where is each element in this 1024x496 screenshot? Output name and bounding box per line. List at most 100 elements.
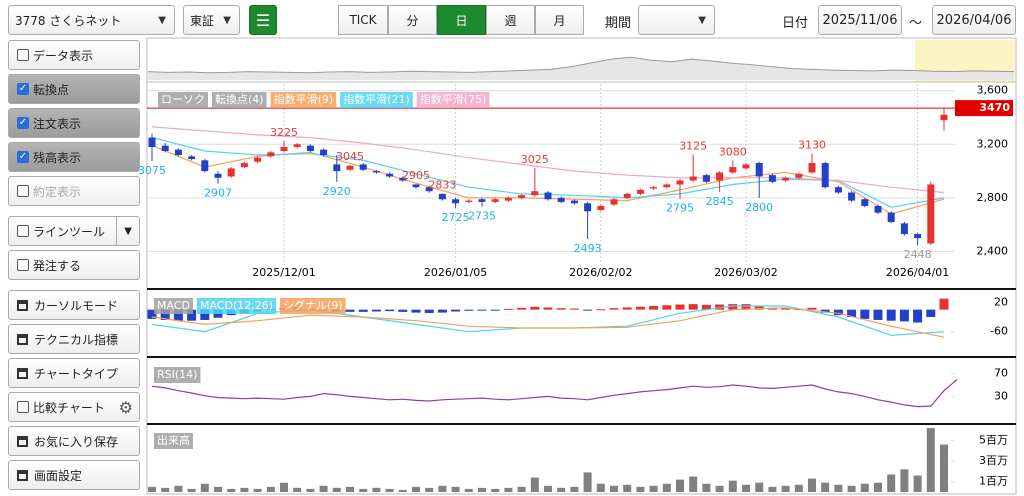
button-label: 転換点 xyxy=(33,82,70,97)
checkbox xyxy=(17,401,29,413)
volume-bar xyxy=(306,488,315,492)
sidebar-button[interactable]: ✓ 転換点 xyxy=(8,74,140,104)
volume-bar xyxy=(874,482,882,492)
macd-histogram-bar xyxy=(583,309,593,311)
interval-tab[interactable]: 日 xyxy=(437,5,486,35)
y-tick-label: 3百万 xyxy=(979,454,1008,467)
button-label: カーソルモード xyxy=(34,298,119,313)
macd-histogram-bar xyxy=(913,309,923,323)
sidebar-button[interactable]: 画面設定 xyxy=(8,460,140,490)
interval-tab[interactable]: 月 xyxy=(535,5,584,35)
macd-histogram-bar xyxy=(358,309,368,312)
volume-bar xyxy=(280,482,288,492)
gear-icon[interactable]: ⚙ xyxy=(118,397,133,417)
sidebar-button[interactable]: 発注する xyxy=(8,250,140,280)
candle-body xyxy=(557,197,565,202)
sidebar-button[interactable]: ✓ 注文表示 xyxy=(8,108,140,138)
y-tick-label: 1百万 xyxy=(979,475,1008,488)
macd-histogram-bar xyxy=(424,309,434,313)
candle-body xyxy=(425,187,433,192)
interval-tab[interactable]: 分 xyxy=(388,5,437,35)
volume-bar xyxy=(544,485,552,492)
market-select[interactable]: 東証 ▼ xyxy=(183,5,240,35)
macd-histogram-bar xyxy=(728,304,738,310)
candle-body xyxy=(702,175,710,182)
sidebar-button[interactable]: カーソルモード xyxy=(8,290,140,320)
date-label: 日付 xyxy=(782,16,809,31)
macd-histogram-bar xyxy=(781,308,791,310)
macd-histogram-bar xyxy=(715,304,725,310)
sidebar-button[interactable]: ラインツール ▼ xyxy=(8,216,140,246)
volume-bar xyxy=(583,472,592,492)
candle-body xyxy=(465,200,473,202)
turning-point-label: 2795 xyxy=(666,202,694,215)
candle-body xyxy=(531,191,539,196)
legend-label: 出来高 xyxy=(157,433,190,447)
candle-body xyxy=(174,149,182,156)
y-tick-label: 2,800 xyxy=(977,191,1009,204)
window-icon xyxy=(17,367,28,379)
window-icon xyxy=(17,333,28,345)
candle-body xyxy=(518,195,526,198)
volume-bar xyxy=(900,469,909,492)
macd-histogram-bar xyxy=(411,309,421,313)
x-tick-label: 2025/12/01 xyxy=(252,266,315,279)
macd-histogram-bar xyxy=(147,309,157,319)
volume-bar xyxy=(240,487,249,492)
candle-body xyxy=(267,152,275,157)
candle-body xyxy=(768,175,776,182)
sidebar-button[interactable]: チャートタイプ xyxy=(8,358,140,388)
sidebar-button[interactable]: お気に入り保存 xyxy=(8,426,140,456)
volume-bar xyxy=(332,487,341,492)
volume-bar xyxy=(438,485,447,492)
macd-histogram-bar xyxy=(662,305,672,310)
sidebar-button[interactable]: ✓ 残高表示 xyxy=(8,142,140,172)
volume-bar xyxy=(689,476,698,492)
window-icon xyxy=(17,469,28,481)
period-select[interactable]: ▼ xyxy=(638,5,715,35)
macd-histogram-bar xyxy=(451,309,461,312)
volume-bar xyxy=(451,486,460,492)
candle-body xyxy=(570,200,578,204)
button-label: 注文表示 xyxy=(33,116,82,131)
candle-body xyxy=(148,137,156,147)
macd-line xyxy=(151,307,945,338)
macd-histogram-bar xyxy=(860,309,870,319)
candle-body xyxy=(782,177,790,181)
interval-tab[interactable]: TICK xyxy=(338,5,388,35)
sidebar-button[interactable]: テクニカル指標 xyxy=(8,324,140,354)
legend-label: MACD xyxy=(157,299,190,312)
candle-body xyxy=(584,203,592,212)
candle-body xyxy=(808,163,816,173)
turning-point-label: 3125 xyxy=(679,139,707,152)
volume-bar xyxy=(768,486,777,492)
y-tick-label: 70 xyxy=(994,367,1008,380)
sidebar-button[interactable]: データ表示 xyxy=(8,40,140,70)
macd-histogram-bar xyxy=(371,309,381,312)
symbol: 3778 さくらネット xyxy=(15,13,122,28)
date-from[interactable]: 2025/11/06 xyxy=(818,5,902,35)
date-to[interactable]: 2026/04/06 xyxy=(932,5,1016,35)
checkbox xyxy=(17,185,29,197)
caret: ▼ xyxy=(698,14,706,26)
turning-point-label: 3045 xyxy=(336,150,364,163)
interval-tab[interactable]: 週 xyxy=(486,5,535,35)
volume-bar xyxy=(610,485,618,492)
volume-bar xyxy=(398,489,407,492)
symbol-select[interactable]: 3778 さくらネット ▼ xyxy=(8,5,175,35)
legend-bg xyxy=(340,92,413,108)
macd-histogram-bar xyxy=(556,308,566,310)
y-tick-label: 30 xyxy=(994,389,1008,402)
sidebar-button[interactable]: 比較チャート ⚙ xyxy=(8,392,140,422)
menu-caret[interactable]: ▼ xyxy=(116,217,139,245)
macd-histogram-bar xyxy=(820,309,830,313)
x-tick-label: 2026/03/02 xyxy=(714,266,777,279)
candle-body xyxy=(201,160,209,172)
legend-label: ローソク xyxy=(161,93,205,106)
candle-body xyxy=(372,171,380,173)
window-icon xyxy=(17,299,28,311)
list-button[interactable]: ☰ xyxy=(249,5,277,35)
candle-body xyxy=(927,184,935,244)
macd-histogram-bar xyxy=(873,309,883,320)
